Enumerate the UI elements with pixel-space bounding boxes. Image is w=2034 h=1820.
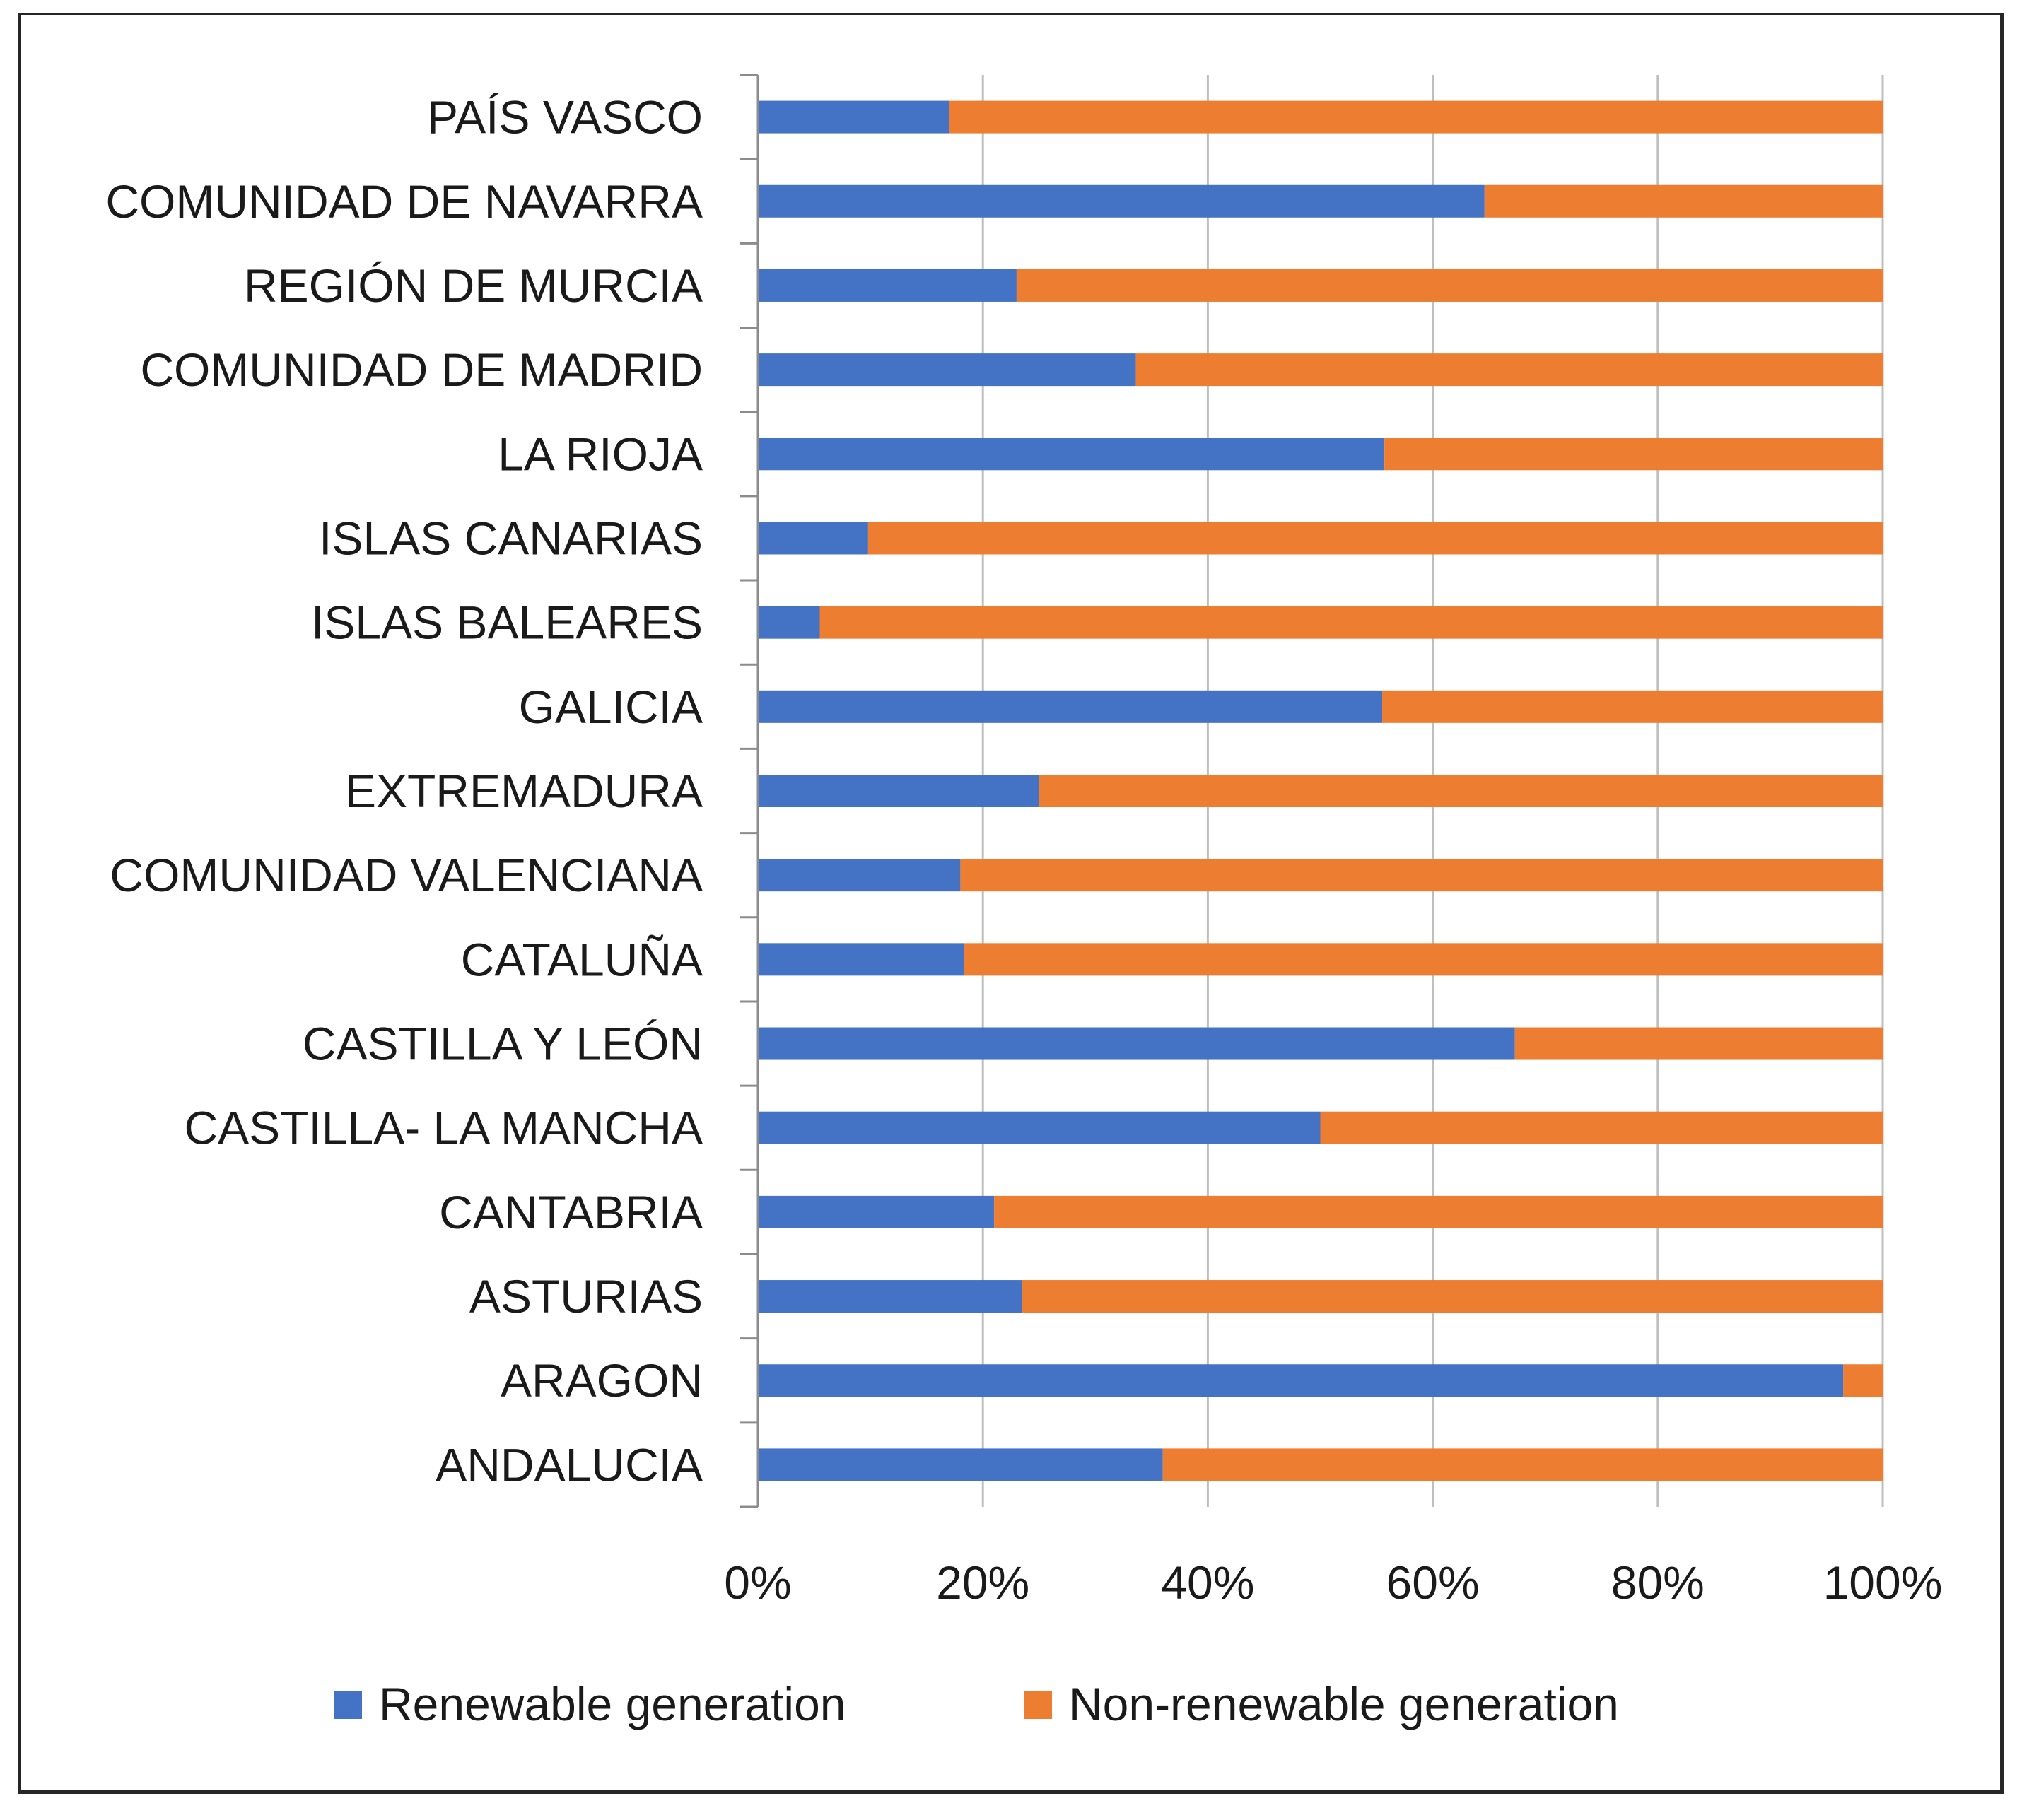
renewable-bar [758,606,820,639]
renewable-bar [758,438,1385,471]
non-renewable-bar [1843,1364,1883,1397]
renewable-bar [758,690,1383,723]
non-renewable-bar [1162,1448,1883,1481]
renewable-bar [758,353,1136,387]
y-axis [740,74,759,1508]
bars [758,100,1883,1481]
non-renewable-bar [1514,1027,1883,1060]
non-renewable-bar [1022,1280,1883,1313]
non-renewable-bar [964,943,1883,976]
renewable-bar [758,775,1039,807]
category-label: ISLAS BALEARES [311,597,703,649]
category-label: EXTREMADURA [345,765,703,817]
non-renewable-bar [1382,690,1883,723]
non-renewable-bar [1135,353,1883,387]
non-renewable-bar [949,100,1883,134]
legend-label-renewable: Renewable generation [379,1678,846,1730]
category-label: ANDALUCIA [436,1438,703,1491]
category-label: CASTILLA Y LEÓN [303,1018,703,1070]
category-label: ASTURIAS [469,1270,703,1322]
category-label: REGIÓN DE MURCIA [244,259,703,312]
non-renewable-bar [867,522,1883,555]
renewable-bar [758,1280,1022,1313]
non-renewable-bar [1039,775,1883,807]
category-label: ISLAS CANARIAS [319,512,703,564]
legend: Renewable generation Non-renewable genera… [334,1678,1619,1730]
category-label: CANTABRIA [439,1186,703,1238]
non-renewable-bar [1320,1111,1883,1144]
non-renewable-bar [819,606,1883,639]
non-renewable-bar [1484,184,1883,218]
x-tick-label: 60% [1386,1556,1480,1609]
renewable-bar [758,100,949,134]
category-label: COMUNIDAD VALENCIANA [110,849,703,901]
category-label: COMUNIDAD DE NAVARRA [105,175,703,228]
x-tick-labels: 0% 20% 40% 60% 80% 100% [724,1556,1942,1609]
non-renewable-bar [1016,269,1883,302]
renewable-bar [758,269,1017,302]
legend-swatch-non-renewable [1024,1691,1052,1719]
renewable-bar [758,859,961,892]
non-renewable-bar [994,1195,1883,1228]
chart-frame [18,13,2004,1794]
renewable-bar [758,184,1485,218]
non-renewable-bar [960,859,1883,892]
renewable-bar [758,1448,1163,1481]
category-label: COMUNIDAD DE MADRID [140,344,703,396]
x-tick-label: 80% [1611,1556,1705,1609]
x-tick-label: 20% [936,1556,1029,1609]
renewable-bar [758,1195,995,1228]
non-renewable-bar [1384,438,1883,471]
category-label: GALICIA [519,681,703,733]
category-labels: ANDALUCIA ARAGON ASTURIAS CANTABRIA CASTILLA… [105,91,703,1491]
x-tick-label: 0% [724,1556,791,1609]
x-tick-label: 40% [1161,1556,1254,1609]
category-label: CATALUÑA [461,933,703,985]
renewable-bar [758,1111,1321,1144]
category-label: LA RIOJA [498,428,703,480]
renewable-bar [758,1364,1844,1397]
legend-label-non-renewable: Non-renewable generation [1069,1678,1619,1730]
x-tick-label: 100% [1823,1556,1943,1609]
legend-swatch-renewable [334,1691,362,1719]
renewable-bar [758,522,868,555]
renewable-bar [758,1027,1515,1060]
category-label: CASTILLA- LA MANCHA [184,1102,703,1154]
renewable-bar [758,943,964,976]
category-label: ARAGON [501,1354,703,1407]
category-label: PAÍS VASCO [427,91,703,143]
